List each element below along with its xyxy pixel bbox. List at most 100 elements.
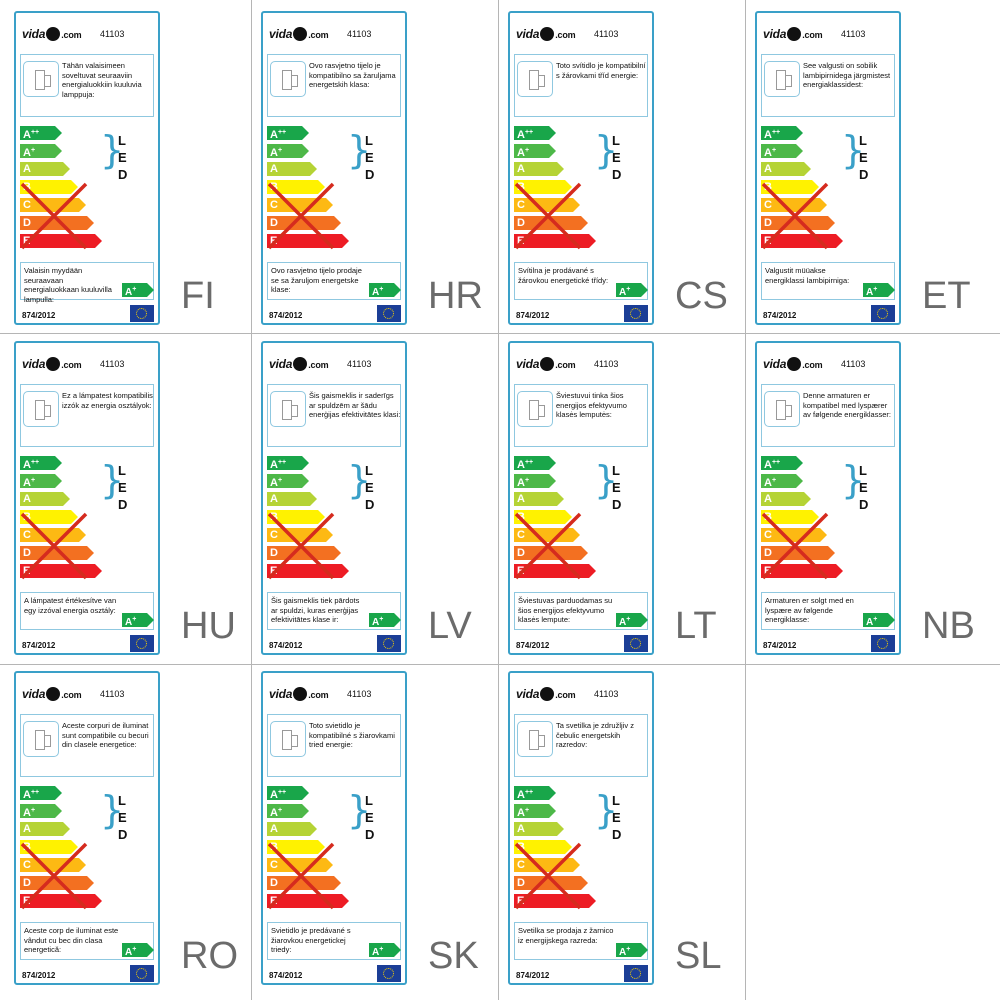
sold-with-class-arrow: A+ <box>863 613 895 627</box>
led-letter: L <box>365 133 373 148</box>
compatibility-text: Denne armaturen er kompatibel med lyspær… <box>803 391 891 419</box>
compatibility-box: Šis gaismeklis ir saderīgs ar spuldzēm a… <box>267 384 401 447</box>
energy-class-bar: A++ <box>267 126 309 140</box>
compatibility-text: Tähän valaisimeen soveltuvat seuraaviin … <box>62 61 142 99</box>
brace-icon: } <box>841 128 866 172</box>
energy-class-bar: A++ <box>514 126 556 140</box>
product-code: 41103 <box>841 359 866 369</box>
lamp-icon <box>270 391 306 427</box>
cross-out-icon <box>267 182 335 250</box>
energy-label-card: vida .com 41103 Toto svítidlo je kompatib… <box>508 11 654 325</box>
compatibility-text: See valgusti on sobilik lambipirnidega j… <box>803 61 891 89</box>
energy-class-bar: A <box>267 492 317 506</box>
grid-divider <box>498 0 499 1000</box>
sold-with-class-arrow: A+ <box>122 613 154 627</box>
energy-class-bar: A <box>514 822 564 836</box>
energy-class-bar: A++ <box>761 456 803 470</box>
sold-with-box: Ovo rasvjetno tijelo prodaje se sa žarul… <box>267 262 401 300</box>
label-cell-lv: vida .com 41103 Šis gaismeklis ir saderīg… <box>250 333 497 663</box>
compatibility-box: Ovo rasvjetno tijelo je kompatibilno sa … <box>267 54 401 117</box>
led-letter: E <box>118 150 127 165</box>
language-code: RO <box>181 935 238 977</box>
energy-label-card: vida .com 41103 See valgusti on sobilik l… <box>755 11 901 325</box>
compatibility-text: Ta svetilka je združljiv z čebulic energ… <box>556 721 634 749</box>
led-letter: L <box>118 793 126 808</box>
energy-class-bar: A++ <box>514 786 556 800</box>
energy-class-bar: A <box>20 162 70 176</box>
regulation-number: 874/2012 <box>22 641 56 650</box>
sold-with-text: Svítilna je prodávané s žárovkou energet… <box>518 266 609 285</box>
cross-out-icon <box>20 512 88 580</box>
energy-label-card: vida .com 41103 Denne armaturen er kompat… <box>755 341 901 655</box>
product-code: 41103 <box>100 359 125 369</box>
led-letter: D <box>118 497 128 512</box>
label-cell-sk: vida .com 41103 Toto svietidlo je kompati… <box>250 663 497 993</box>
sold-with-class-arrow: A+ <box>122 283 154 297</box>
energy-class-bar: D <box>267 216 341 230</box>
brand-logo: vida .com <box>269 27 329 41</box>
sold-with-class-arrow: A+ <box>863 283 895 297</box>
energy-label-card: vida .com 41103 Šviestuvui tinka šios ene… <box>508 341 654 655</box>
energy-label-card: vida .com 41103 Ovo rasvjetno tijelo je k… <box>261 11 407 325</box>
label-cell-lt: vida .com 41103 Šviestuvui tinka šios ene… <box>497 333 744 663</box>
sold-with-box: Šviestuvas parduodamas su šios energijos… <box>514 592 648 630</box>
led-letter: L <box>118 133 126 148</box>
led-letter: L <box>365 793 373 808</box>
product-code: 41103 <box>100 29 125 39</box>
brace-icon: } <box>841 458 866 502</box>
brand-logo: vida .com <box>516 687 576 701</box>
sold-with-text: Valgustit müüakse energiklassi lambipirn… <box>765 266 850 285</box>
brace-icon: } <box>100 788 125 832</box>
led-letter: E <box>118 480 127 495</box>
sold-with-class-arrow: A+ <box>616 283 648 297</box>
energy-class-bar: A <box>20 492 70 506</box>
energy-class-bar: A <box>20 822 70 836</box>
energy-class-bar: D <box>20 216 94 230</box>
lamp-icon <box>23 391 59 427</box>
sold-with-class-arrow: A+ <box>369 283 401 297</box>
lamp-icon <box>517 391 553 427</box>
sold-with-text: Šviestuvas parduodamas su šios energijos… <box>518 596 613 624</box>
compatibility-box: Ta svetilka je združljiv z čebulic energ… <box>514 714 648 777</box>
language-code: HR <box>428 275 483 317</box>
energy-class-bar: D <box>761 216 835 230</box>
led-letter: D <box>365 497 375 512</box>
brand-logo: vida .com <box>516 27 576 41</box>
energy-class-bar: A++ <box>267 786 309 800</box>
product-code: 41103 <box>594 359 619 369</box>
sold-with-class-arrow: A+ <box>369 943 401 957</box>
product-code: 41103 <box>100 689 125 699</box>
compatibility-box: Šviestuvui tinka šios energijos efektyvu… <box>514 384 648 447</box>
brand-logo: vida .com <box>763 357 823 371</box>
label-cell-ro: vida .com 41103 Aceste corpuri de ilumina… <box>3 663 250 993</box>
lamp-icon <box>517 61 553 97</box>
regulation-number: 874/2012 <box>269 641 303 650</box>
led-letter: D <box>118 827 128 842</box>
grid-divider <box>745 0 746 1000</box>
sold-with-box: Armaturen er solgt med en lyspære av føl… <box>761 592 895 630</box>
led-letter: E <box>612 150 621 165</box>
label-cell-et: vida .com 41103 See valgusti on sobilik l… <box>744 3 991 333</box>
energy-label-card: vida .com 41103 Tähän valaisimeen soveltu… <box>14 11 160 325</box>
compatibility-box: Denne armaturen er kompatibel med lyspær… <box>761 384 895 447</box>
eu-flag-icon <box>624 305 648 322</box>
regulation-number: 874/2012 <box>22 971 56 980</box>
label-cell-cs: vida .com 41103 Toto svítidlo je kompatib… <box>497 3 744 333</box>
compatibility-text: Ovo rasvjetno tijelo je kompatibilno sa … <box>309 61 396 89</box>
energy-class-bar: A+ <box>20 804 62 818</box>
sold-with-class-arrow: A+ <box>122 943 154 957</box>
label-cell-hu: vida .com 41103 Ez a lámpatest kompatibil… <box>3 333 250 663</box>
energy-class-bar: A+ <box>267 144 309 158</box>
sold-with-class-arrow: A+ <box>616 943 648 957</box>
regulation-number: 874/2012 <box>516 971 550 980</box>
grid-divider <box>0 333 1000 334</box>
language-code: NB <box>922 605 975 647</box>
product-code: 41103 <box>347 689 372 699</box>
compatibility-box: Toto svítidlo je kompatibilní s žárovkam… <box>514 54 648 117</box>
lamp-icon <box>270 721 306 757</box>
